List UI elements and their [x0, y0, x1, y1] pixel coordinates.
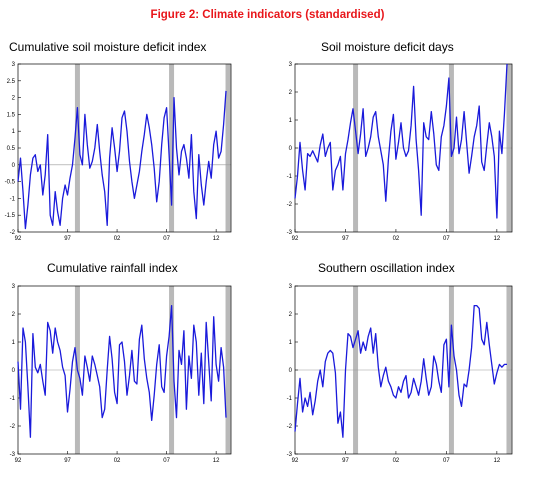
x-tick-label: 02	[114, 458, 121, 464]
y-tick-label: 1	[289, 118, 293, 124]
x-tick-label: 97	[342, 236, 349, 242]
y-tick-label: -2	[287, 424, 293, 430]
y-tick-label: -1	[10, 196, 16, 202]
series-line	[294, 304, 507, 438]
y-tick-label: 0.5	[7, 146, 16, 152]
chart-panel-3: 3 2 1 0 -1 -2 -392 97 02 07 12	[10, 284, 232, 464]
panel-title-southern-oscillation: Southern oscillation index	[318, 261, 455, 275]
y-tick-label: 2	[12, 96, 16, 102]
series-line	[294, 63, 508, 219]
figure-title: Figure 2: Climate indicators (standardis…	[150, 9, 385, 21]
y-tick-label: -3	[287, 230, 293, 236]
x-tick-label: 92	[15, 236, 22, 242]
x-tick-label: 97	[64, 236, 71, 242]
x-tick-label: 92	[292, 458, 299, 464]
y-tick-label: 0	[289, 146, 293, 152]
y-tick-label: 2	[12, 312, 16, 318]
shaded-band	[169, 64, 175, 232]
x-tick-label: 07	[163, 458, 170, 464]
panel-title-soil-moisture-index: Cumulative soil moisture deficit index	[9, 40, 207, 54]
panel-title-rainfall-index: Cumulative rainfall index	[47, 261, 178, 275]
y-tick-label: -2	[10, 424, 16, 430]
chart-panel-2: 3 2 1 0 -1 -2 -392 97 02 07 12	[287, 62, 513, 242]
y-tick-label: 3	[289, 62, 293, 68]
panel-title-deficit-days: Soil moisture deficit days	[321, 40, 454, 54]
x-tick-label: 02	[114, 236, 121, 242]
y-tick-label: 2	[289, 312, 293, 318]
y-tick-label: 1	[289, 340, 293, 346]
y-tick-label: 0	[12, 163, 16, 169]
x-tick-label: 07	[163, 236, 170, 242]
y-tick-label: -1	[287, 174, 293, 180]
series-line	[17, 304, 227, 438]
x-tick-label: 97	[64, 458, 71, 464]
shaded-band	[225, 64, 231, 232]
y-tick-label: -1	[10, 396, 16, 402]
x-tick-label: 12	[494, 458, 501, 464]
x-tick-label: 92	[292, 236, 299, 242]
x-tick-label: 12	[213, 236, 220, 242]
y-tick-label: -1	[287, 396, 293, 402]
y-tick-label: -1.5	[5, 213, 16, 219]
y-tick-label: 0	[12, 368, 16, 374]
x-tick-label: 12	[213, 458, 220, 464]
x-tick-label: 07	[443, 236, 450, 242]
y-tick-label: -2	[287, 202, 293, 208]
series-line	[17, 90, 227, 230]
y-tick-label: 2.5	[7, 79, 16, 85]
shaded-band	[74, 64, 80, 232]
y-tick-label: 1	[12, 340, 16, 346]
x-tick-label: 02	[393, 458, 400, 464]
x-tick-label: 92	[15, 458, 22, 464]
x-tick-label: 97	[342, 458, 349, 464]
y-tick-label: 0	[289, 368, 293, 374]
y-tick-label: 3	[12, 284, 16, 290]
y-tick-label: 1	[12, 129, 16, 135]
y-tick-label: -2	[10, 230, 16, 236]
y-tick-label: -3	[10, 452, 16, 458]
x-tick-label: 07	[443, 458, 450, 464]
y-tick-label: -0.5	[5, 180, 16, 186]
chart-panel-4: 3 2 1 0 -1 -2 -392 97 02 07 12	[287, 284, 513, 464]
chart-panel-1: 3 2.5 2 1.5 1 0.5 0 -0.5 -1 -1.5 -292 97 02 07 12	[5, 62, 232, 242]
y-tick-label: 1.5	[7, 112, 16, 118]
x-tick-label: 02	[393, 236, 400, 242]
y-tick-label: 3	[12, 62, 16, 68]
x-tick-label: 12	[494, 236, 501, 242]
y-tick-label: 3	[289, 284, 293, 290]
y-tick-label: 2	[289, 90, 293, 96]
y-tick-label: -3	[287, 452, 293, 458]
